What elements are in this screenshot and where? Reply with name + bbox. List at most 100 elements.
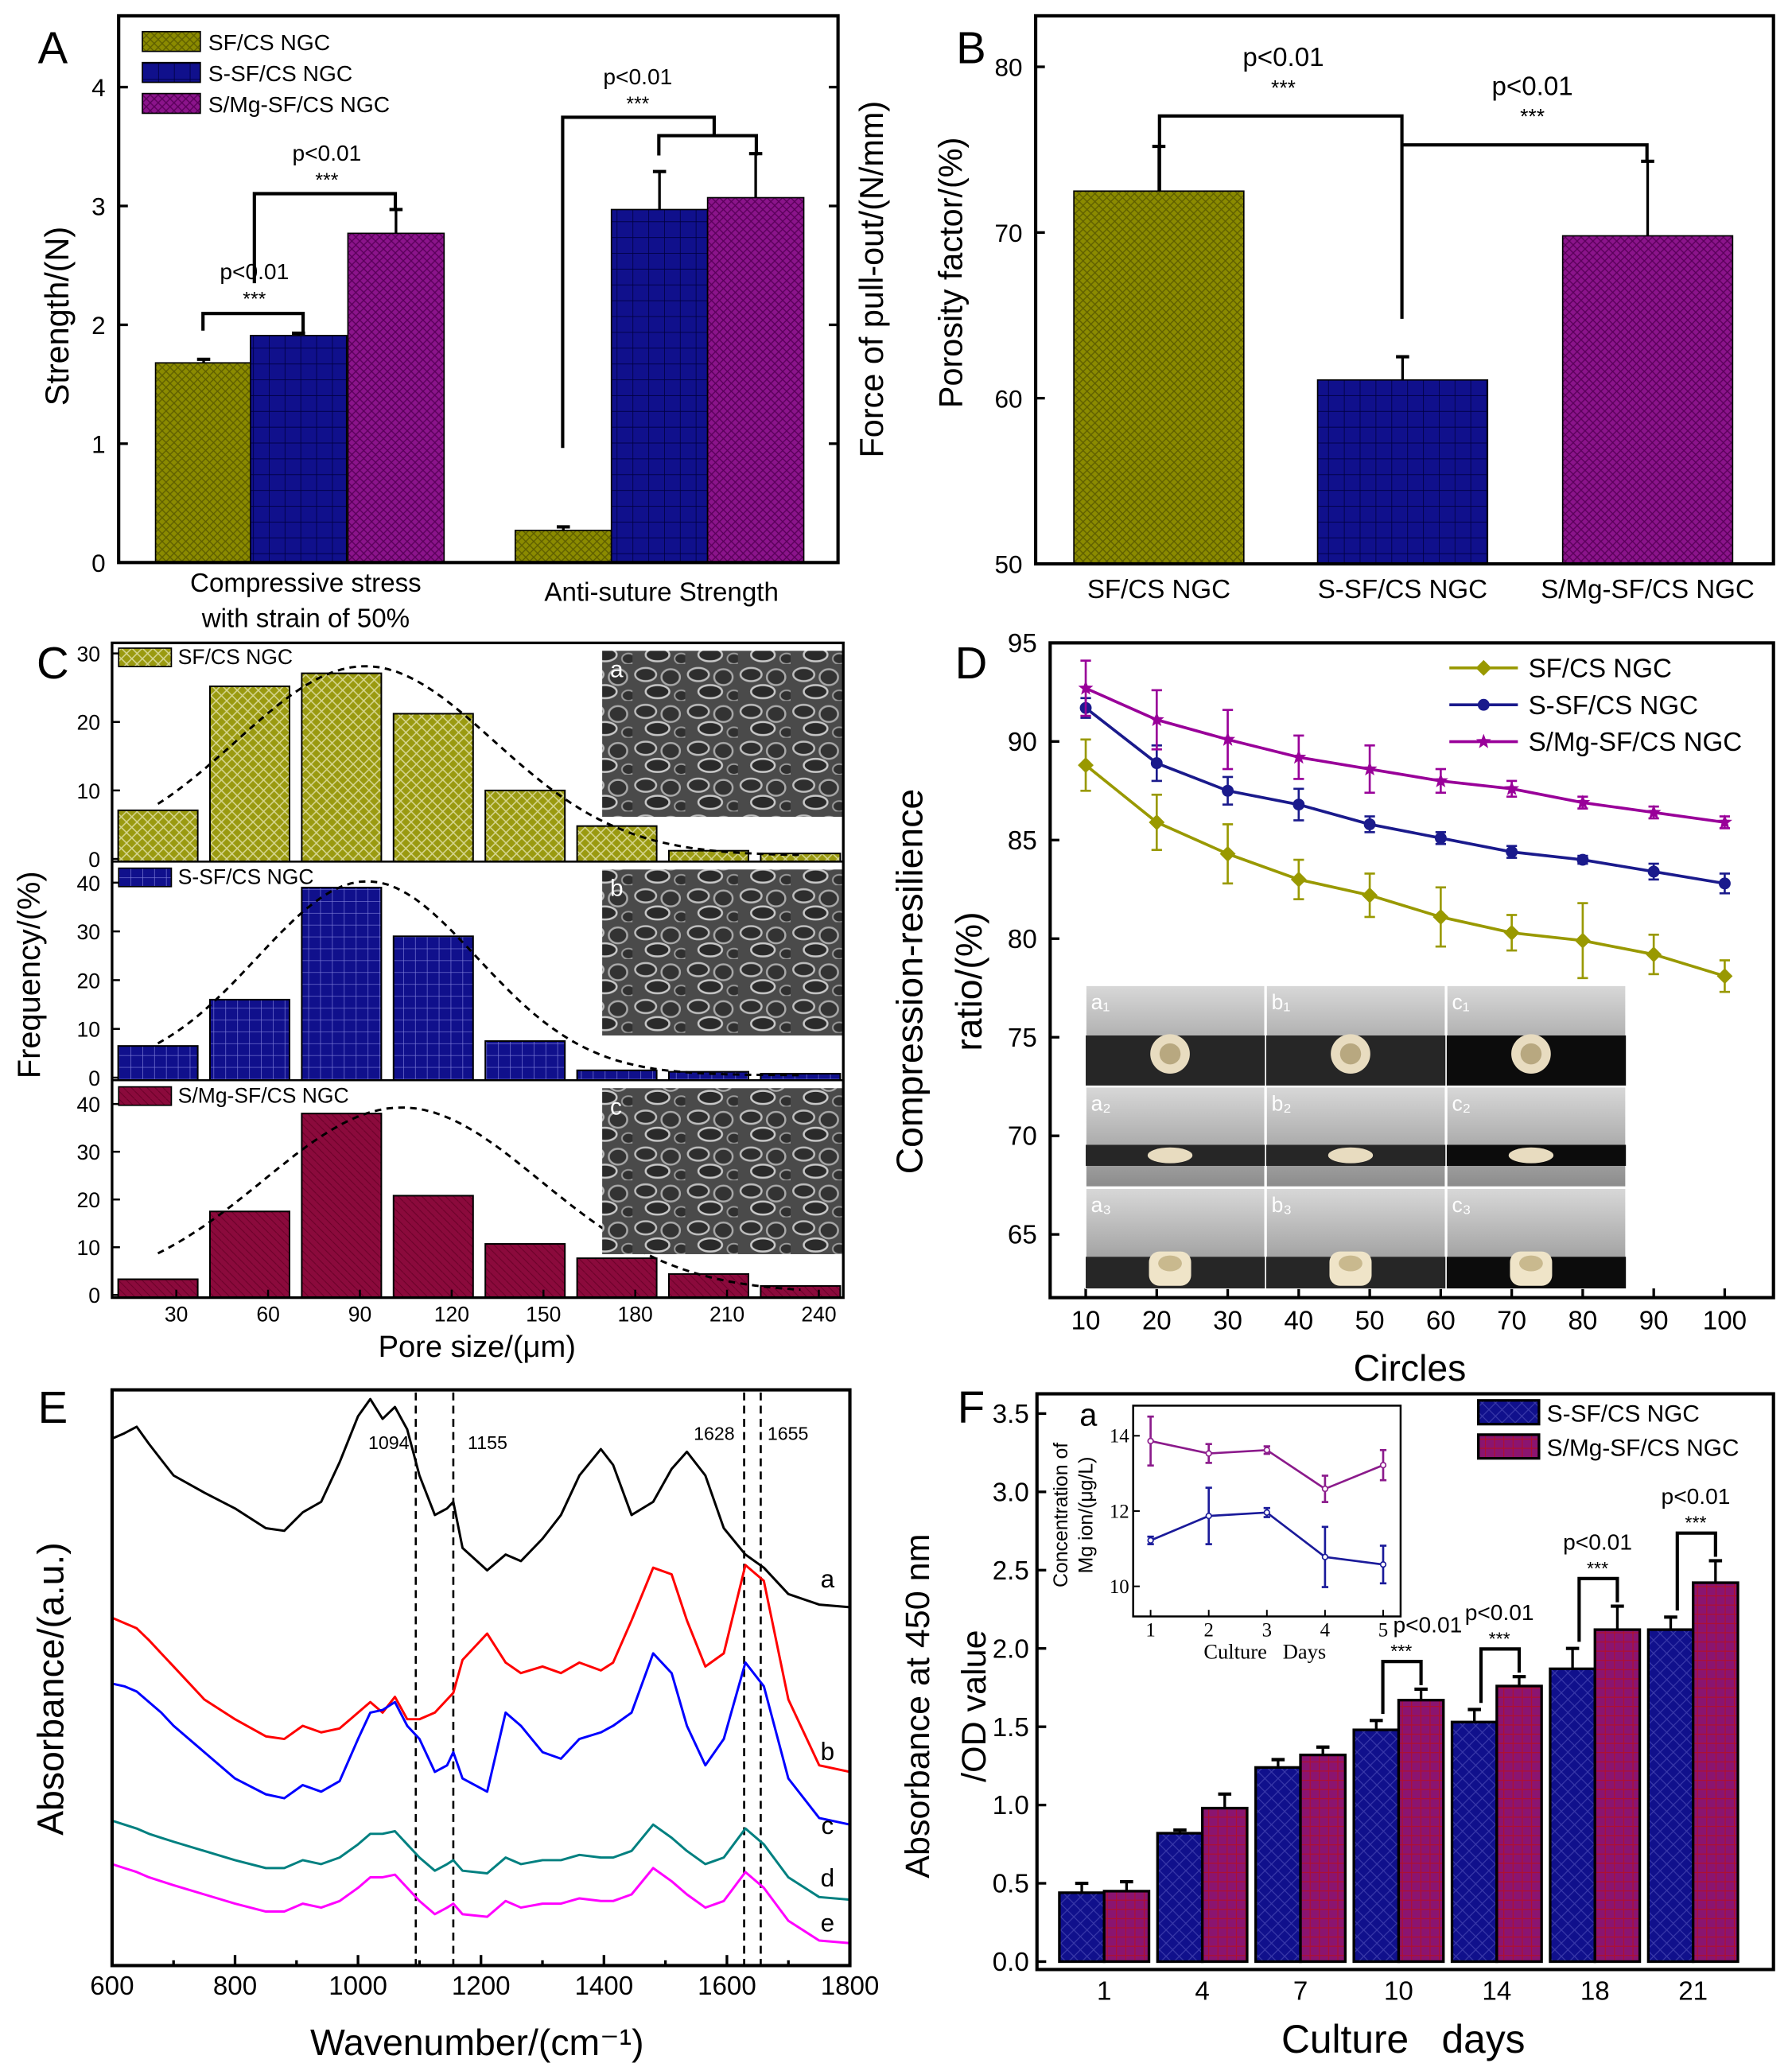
x-tick-label: 7 xyxy=(1293,1977,1308,2007)
significance-bracket xyxy=(1479,1647,1522,1704)
histogram-bar xyxy=(117,1278,199,1299)
inset-marker xyxy=(1147,1437,1154,1445)
legend-label: S/Mg-SF/CS NGC xyxy=(208,92,390,117)
legend-swatch xyxy=(1477,1399,1541,1426)
x-tick-label: 1400 xyxy=(574,1972,633,2001)
y-tick-label: 14 xyxy=(1110,1426,1129,1447)
legend-swatch xyxy=(142,61,201,84)
y-tick-label: 0.5 xyxy=(993,1870,1029,1899)
x-axis-label: Circles xyxy=(1354,1347,1467,1389)
star-marker xyxy=(1078,680,1094,695)
photo-cell xyxy=(1265,1086,1447,1188)
bar xyxy=(1450,1720,1499,1964)
y-tick-label: 2.5 xyxy=(993,1556,1029,1586)
inset-x-axis-label: Culture Days xyxy=(1203,1639,1326,1663)
bar xyxy=(250,335,348,564)
x-tick-label: 2 xyxy=(1203,1619,1213,1641)
histogram-bar xyxy=(484,789,566,863)
star-marker xyxy=(1220,731,1236,746)
histogram-bar xyxy=(301,886,383,1082)
y-tick-label: 70 xyxy=(995,220,1023,247)
circle-marker xyxy=(1576,853,1589,866)
bar xyxy=(1646,1628,1695,1964)
photo-label: a₃ xyxy=(1091,1193,1112,1217)
series-1 xyxy=(1078,738,1733,993)
inset-y-axis-label: Mg ion/(μg/L) xyxy=(1075,1457,1097,1574)
x-tick-label: 20 xyxy=(1142,1306,1172,1335)
bar xyxy=(1397,1699,1445,1964)
significance-stars: *** xyxy=(1685,1513,1706,1533)
inset-marker xyxy=(1263,1447,1270,1454)
x-tick-label: 1600 xyxy=(698,1972,756,2001)
y-tick-label: 3 xyxy=(91,193,106,221)
x-tick-label: 80 xyxy=(1568,1306,1597,1335)
y-tick-label: 95 xyxy=(1008,629,1037,659)
x-tick-label: 30 xyxy=(1213,1306,1242,1335)
x-tick-label: 1000 xyxy=(328,1972,387,2001)
star-marker xyxy=(1362,761,1378,775)
x-tick-label: 4 xyxy=(1320,1619,1331,1641)
bar xyxy=(1200,1806,1249,1964)
y-axis-label: Absorbance/(a.u.) xyxy=(30,1542,72,1836)
y-tick-label: 70 xyxy=(1008,1122,1037,1152)
histogram-bar xyxy=(392,713,474,863)
axes-frame xyxy=(111,641,845,1300)
y-tick-label: 1 xyxy=(91,430,106,458)
bar xyxy=(1692,1581,1740,1964)
x-category-label: S/Mg-SF/CS NGC xyxy=(1541,575,1755,604)
x-axis-label: Culture days xyxy=(1281,2017,1526,2061)
y-tick-label: 10 xyxy=(77,779,100,803)
y-tick-label: 10 xyxy=(1110,1576,1129,1598)
p-value-label: p<0.01 xyxy=(1491,72,1572,101)
histogram-bar xyxy=(208,685,290,863)
diamond-marker xyxy=(1432,909,1449,925)
x-tick-label: 120 xyxy=(434,1302,469,1326)
significance-stars: *** xyxy=(1587,1558,1608,1579)
x-tick-label: 1 xyxy=(1145,1619,1155,1641)
y-tick-label: 90 xyxy=(1008,728,1037,757)
y-tick-label: 60 xyxy=(995,385,1023,413)
significance-stars: *** xyxy=(1271,76,1296,99)
y-tick-label: 50 xyxy=(995,551,1023,579)
compressed-tube xyxy=(1147,1147,1193,1164)
histogram-bar xyxy=(392,1195,474,1299)
legend-swatch xyxy=(1477,1433,1541,1460)
histogram-bar xyxy=(484,1243,566,1299)
legend-label: S-SF/CS NGC xyxy=(178,864,314,888)
histogram-bar xyxy=(117,1045,199,1082)
significance-bracket xyxy=(1401,143,1649,161)
spectrum-line xyxy=(111,1819,850,1902)
histogram-bar xyxy=(484,1040,566,1082)
y-tick-label: 80 xyxy=(995,54,1023,82)
spectrum-line xyxy=(111,1863,850,1945)
diamond-marker xyxy=(1290,871,1307,888)
panel-c-chart: 0 10 20 30 SF/CS NGC a 0 10 20 30 40 S-SF/CS NGC b 0 1… xyxy=(12,641,845,1364)
series-3 xyxy=(1078,659,1732,830)
circle-marker xyxy=(1506,845,1518,858)
y-tick-label: 20 xyxy=(77,969,100,993)
y-tick-label: 1.5 xyxy=(993,1713,1029,1743)
y-tick-label: 3.5 xyxy=(993,1400,1029,1429)
tube-lumen xyxy=(1519,1255,1543,1272)
y-tick-label: 20 xyxy=(77,1188,100,1212)
histogram-bar xyxy=(117,809,199,863)
y-tick-label: 0 xyxy=(88,848,100,872)
diamond-marker xyxy=(1574,932,1591,949)
significance-bracket xyxy=(1381,1660,1423,1714)
legend-label: SF/CS NGC xyxy=(1529,654,1672,683)
bar xyxy=(1102,1890,1151,1964)
x-tick-label: 100 xyxy=(1703,1306,1747,1335)
y-tick-label: 40 xyxy=(77,872,100,896)
spectrum-line xyxy=(111,1397,850,1609)
reference-line-label: 1655 xyxy=(768,1424,809,1444)
panel-label: C xyxy=(37,638,69,688)
spectrum-label: d xyxy=(821,1864,835,1892)
bar xyxy=(1561,235,1734,565)
legend-label: SF/CS NGC xyxy=(178,645,293,669)
y-tick-label: 30 xyxy=(77,1140,100,1164)
histogram-bar xyxy=(576,1257,658,1299)
diamond-marker xyxy=(1716,968,1733,985)
inset-marker xyxy=(1321,1553,1329,1560)
y-tick-label: 12 xyxy=(1110,1501,1129,1522)
legend-swatch xyxy=(142,30,201,52)
